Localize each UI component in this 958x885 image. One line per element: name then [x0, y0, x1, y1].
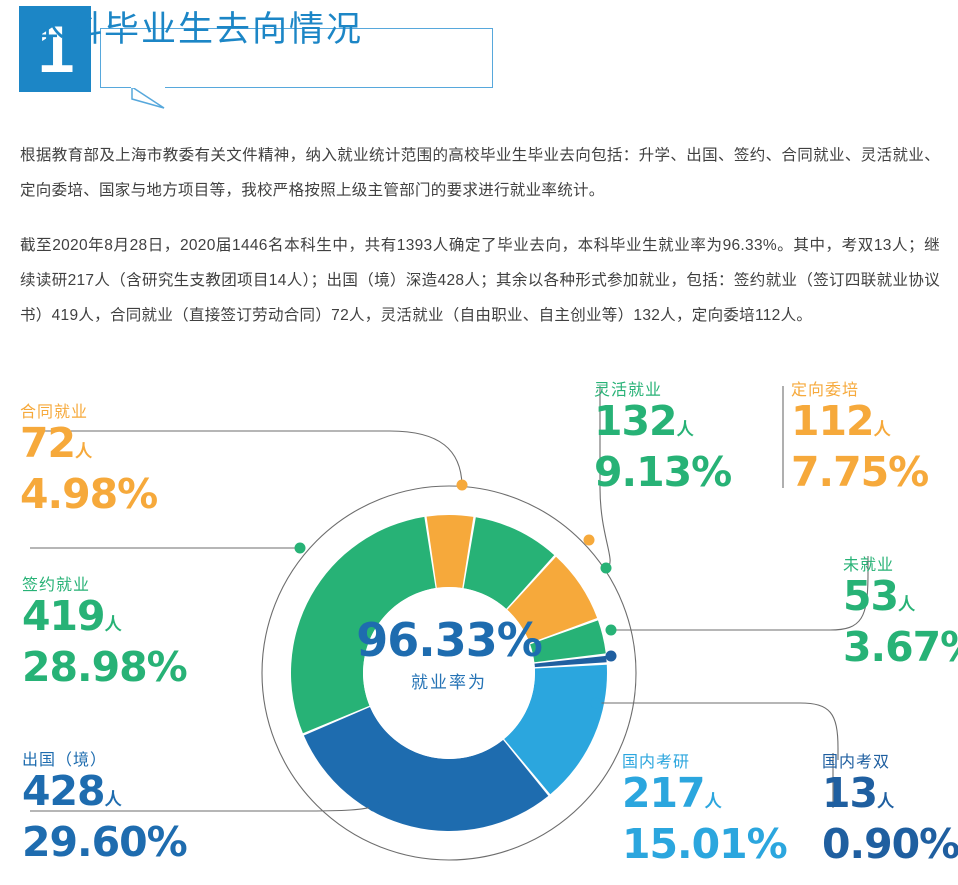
segment-unemployed — [530, 620, 606, 663]
callout-signed-title: 签约就业 — [22, 577, 91, 594]
callout-double-degree: 国内考双 13人 0.90% — [822, 753, 958, 866]
callout-abroad-title: 出国（境） — [22, 752, 108, 769]
employment-donut-chart: 96.33% 就业率为 合同就业 72人 4.98% 灵活就业 132人 9.1… — [0, 368, 958, 885]
segment-directed — [507, 556, 598, 644]
page-title: 本科毕业生去向情况 — [30, 10, 364, 49]
segment-double-degree — [534, 655, 607, 668]
callout-contract-percent: 4.98% — [20, 470, 158, 518]
section-title-box — [100, 28, 493, 88]
callout-contract-count: 72人 — [20, 419, 93, 467]
callout-double-degree-count: 13人 — [822, 769, 895, 817]
callout-unemployed: 未就业 53人 3.67% — [843, 556, 958, 669]
callout-double-degree-percent: 0.90% — [822, 820, 958, 868]
guide-circle — [261, 485, 637, 861]
callout-signed: 签约就业 419人 28.98% — [22, 576, 188, 691]
intro-paragraph-1: 根据教育部及上海市教委有关文件精神，纳入就业统计范围的高校毕业生毕业去向包括：升… — [20, 147, 940, 199]
dot-signed — [294, 542, 306, 554]
segment-signed — [291, 516, 436, 734]
segment-postgrad — [504, 664, 607, 795]
callout-signed-percent: 28.98% — [22, 643, 188, 691]
callout-flexible-title: 灵活就业 — [594, 382, 663, 399]
callout-flexible-count: 132人 — [594, 397, 694, 445]
dot-contract — [456, 479, 468, 491]
center-employment-rate: 96.33% — [356, 613, 543, 667]
callout-directed: 定向委培 112人 7.75% — [791, 381, 929, 496]
segment-contract — [426, 515, 474, 589]
dot-abroad — [368, 800, 380, 812]
dot-flexible — [600, 562, 612, 574]
connector-dots — [294, 479, 617, 812]
intro-paragraph-2: 截至2020年8月28日，2020届1446名本科生中，共有1393人确定了毕业… — [20, 237, 940, 324]
section-header: 1 本科毕业生去向情况 — [0, 0, 958, 110]
callout-unemployed-title: 未就业 — [843, 557, 895, 574]
callout-directed-title: 定向委培 — [791, 382, 860, 399]
callout-postgrad-percent: 15.01% — [622, 820, 788, 868]
callout-directed-percent: 7.75% — [791, 448, 929, 496]
callout-postgrad: 国内考研 217人 15.01% — [622, 753, 788, 868]
donut-hole — [363, 587, 535, 759]
section-number-badge: 1 — [19, 6, 91, 92]
center-employment-label: 就业率为 — [411, 673, 487, 692]
callout-flexible-percent: 9.13% — [594, 448, 732, 496]
dot-unemployed — [605, 624, 617, 636]
dot-directed — [583, 534, 595, 546]
dot-double-degree — [605, 650, 617, 662]
segment-flexible — [463, 517, 555, 609]
callout-double-degree-title: 国内考双 — [822, 754, 891, 771]
callout-contract-title: 合同就业 — [20, 404, 89, 421]
donut-and-connectors — [30, 386, 869, 861]
callout-abroad: 出国（境） 428人 29.60% — [22, 751, 188, 866]
donut-segments — [291, 515, 607, 831]
segment-abroad — [303, 707, 549, 831]
callout-directed-count: 112人 — [791, 397, 891, 445]
callout-unemployed-percent: 3.67% — [843, 623, 958, 671]
dot-postgrad — [590, 697, 602, 709]
callout-postgrad-count: 217人 — [622, 769, 722, 817]
callout-abroad-count: 428人 — [22, 767, 122, 815]
callout-unemployed-count: 53人 — [843, 572, 916, 620]
callout-postgrad-title: 国内考研 — [622, 754, 691, 771]
callout-contract: 合同就业 72人 4.98% — [20, 403, 158, 518]
callout-abroad-percent: 29.60% — [22, 818, 188, 866]
callout-flexible: 灵活就业 132人 9.13% — [594, 381, 732, 496]
callout-tail-icon — [131, 87, 165, 109]
callout-signed-count: 419人 — [22, 592, 122, 640]
